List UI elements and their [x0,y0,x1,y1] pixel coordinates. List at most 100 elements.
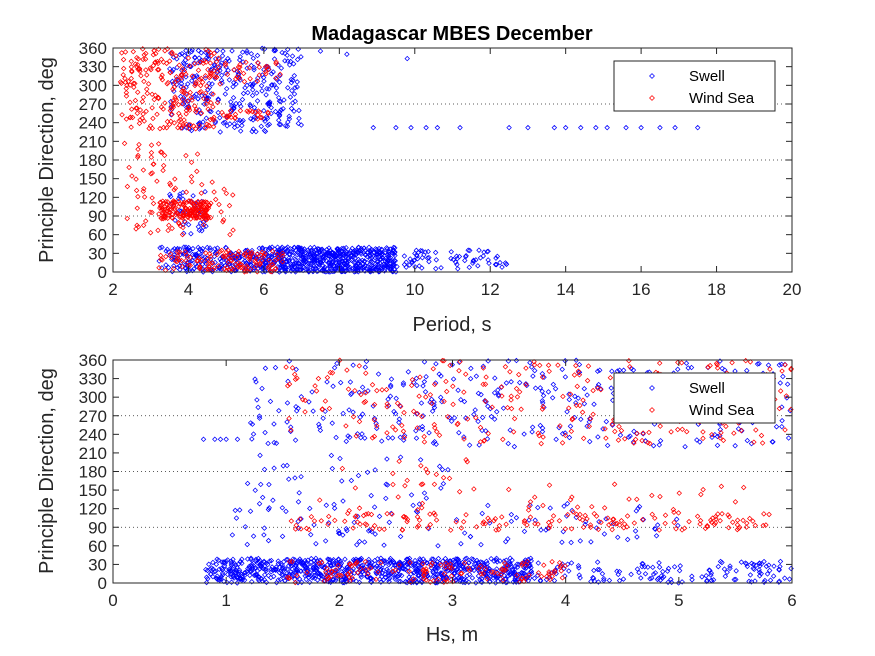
wind-sea-point [172,199,179,206]
swell-point [564,561,571,567]
swell-point [537,422,544,429]
wind-sea-point [202,250,209,256]
wind-sea-point [531,362,538,368]
wind-sea-point [312,383,318,389]
swell-point [252,572,259,578]
swell-point [220,120,227,126]
swell-point [634,566,641,572]
swell-point [299,260,306,266]
wind-sea-point [252,258,258,264]
wind-sea-point [502,364,509,370]
swell-point [323,250,329,257]
wind-sea-point [747,515,753,522]
wind-sea-point [544,573,550,580]
swell-point [248,555,254,561]
wind-sea-point [499,393,505,399]
swell-point [230,84,236,90]
swell-point [404,55,410,62]
swell-point [250,431,257,437]
swell-point [397,565,403,572]
swell-point [288,249,295,255]
wind-sea-point [504,563,510,569]
wind-sea-point [213,74,220,81]
swell-point [479,510,485,517]
wind-sea-point [493,527,499,533]
swell-point [578,124,584,131]
swell-point [620,576,627,582]
swell-point [724,569,730,575]
swell-point [472,407,478,413]
swell-point [328,249,335,256]
wind-sea-point [192,61,198,67]
swell-point [543,527,549,533]
swell-point [359,411,366,417]
wind-sea-point [417,374,423,380]
swell-point [484,573,490,579]
wind-sea-point [681,525,688,531]
swell-point [248,563,255,570]
swell-point [370,268,376,274]
wind-sea-point [428,562,434,569]
wind-sea-point [221,266,227,272]
swell-point [406,574,412,580]
wind-sea-point [441,570,448,577]
wind-sea-point [420,567,426,574]
wind-sea-point [191,201,198,208]
wind-sea-point [188,159,195,166]
swell-point [256,253,262,259]
wind-sea-point [679,426,686,433]
wind-sea-point [729,519,736,525]
wind-sea-point [140,167,147,173]
wind-sea-point [133,176,139,182]
swell-point [539,398,546,404]
wind-sea-point [752,522,759,529]
wind-sea-point [140,188,147,195]
swell-point [294,79,300,85]
wind-sea-point [186,63,193,69]
swell-point [312,565,319,571]
swell-point [403,259,409,265]
wind-sea-point [288,427,294,433]
swell-point [363,358,370,365]
swell-point [378,438,385,444]
swell-point [414,382,420,389]
wind-sea-point [427,521,434,528]
swell-point [505,536,511,542]
swell-point [338,252,344,259]
swell-point [408,124,414,131]
swell-point [266,102,272,109]
swell-point [163,262,169,268]
swell-point [328,452,335,459]
swell-point [311,572,317,579]
wind-sea-point [127,99,133,106]
wind-sea-point [237,108,244,114]
wind-sea-point [384,510,390,517]
swell-point [260,74,267,81]
swell-point [617,432,624,438]
swell-point [475,418,481,425]
swell-point [636,569,642,576]
swell-point [615,534,621,541]
swell-point [468,365,474,372]
wind-sea-point [332,517,338,524]
wind-sea-point [160,167,166,174]
swell-point [758,570,764,577]
wind-sea-point [286,558,293,565]
wind-sea-point [576,372,583,378]
wind-sea-point [199,181,205,188]
wind-sea-point [732,499,739,505]
swell-point [326,520,332,526]
wind-sea-point [197,264,203,271]
wind-sea-point [303,525,310,532]
swell-point [414,256,421,262]
swell-point [381,263,388,269]
wind-sea-point [344,367,350,373]
wind-sea-point [457,358,463,365]
swell-point [339,252,346,258]
swell-point [376,513,383,520]
wind-sea-point [432,425,438,431]
wind-sea-point [363,522,370,528]
wind-sea-point [612,428,618,435]
wind-sea-point [367,565,374,571]
swell-point [358,247,364,254]
